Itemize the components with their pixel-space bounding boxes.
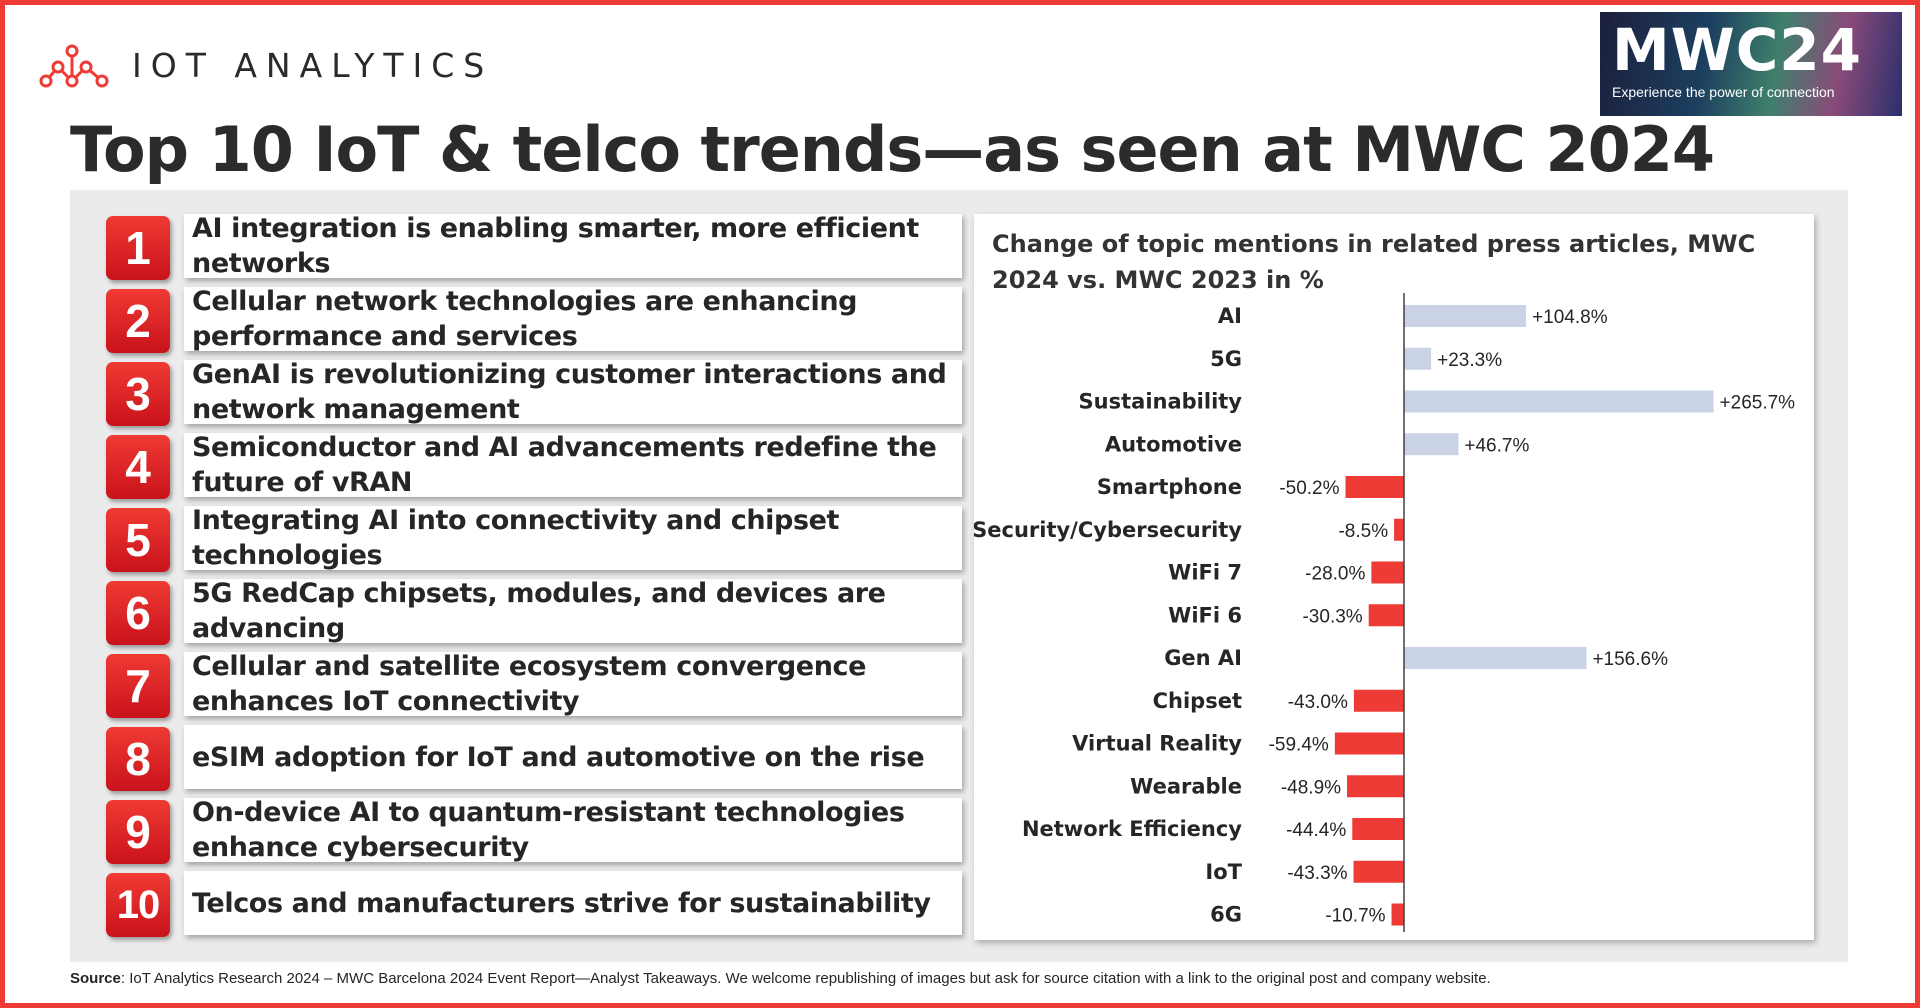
- category-label: 6G: [1210, 903, 1242, 927]
- category-label: Security/Cybersecurity: [974, 518, 1242, 542]
- bar: [1404, 647, 1587, 669]
- trend-text: Semiconductor and AI advancements redefi…: [192, 432, 937, 498]
- value-label: -30.3%: [1302, 606, 1362, 627]
- value-label: -43.0%: [1288, 692, 1348, 713]
- trend-card: Integrating AI into connectivity and chi…: [184, 505, 962, 571]
- mwc24-badge: MWC24 Experience the power of connection: [1600, 12, 1902, 116]
- trend-number-badge: 2: [106, 289, 170, 353]
- trend-item: 8 eSIM adoption for IoT and automotive o…: [104, 725, 962, 793]
- value-label: +156.6%: [1592, 649, 1668, 670]
- trend-item: 4 Semiconductor and AI advancements rede…: [104, 432, 962, 501]
- category-label: 5G: [1210, 347, 1242, 371]
- value-label: -50.2%: [1279, 478, 1339, 499]
- value-label: -28.0%: [1305, 564, 1365, 585]
- value-label: +104.8%: [1532, 307, 1608, 328]
- bar: [1334, 732, 1404, 755]
- bar: [1353, 689, 1404, 712]
- bar: [1368, 604, 1404, 627]
- mwc24-title: MWC24: [1612, 16, 1862, 84]
- trend-number-badge: 10: [106, 873, 170, 937]
- category-label: Gen AI: [1164, 646, 1242, 670]
- value-label: -59.4%: [1269, 735, 1329, 756]
- category-label: Network Efficiency: [1022, 817, 1242, 841]
- trend-card: On-device AI to quantum-resistant techno…: [184, 797, 962, 863]
- trend-item: 10 Telcos and manufacturers strive for s…: [104, 871, 962, 939]
- bar: [1394, 518, 1404, 541]
- bar: [1404, 433, 1459, 456]
- mwc24-tagline: Experience the power of connection: [1612, 84, 1835, 100]
- value-label: -8.5%: [1338, 521, 1388, 542]
- bar: [1352, 818, 1404, 840]
- trend-text: Cellular and satellite ecosystem converg…: [192, 651, 867, 717]
- category-label: Automotive: [1105, 432, 1242, 456]
- bar: [1353, 860, 1404, 883]
- value-label: +46.7%: [1464, 435, 1529, 456]
- trend-text: 5G RedCap chipsets, modules, and devices…: [192, 578, 886, 644]
- iot-analytics-logo: IOT ANALYTICS: [36, 40, 493, 90]
- trend-card: AI integration is enabling smarter, more…: [184, 213, 962, 279]
- value-label: -10.7%: [1325, 906, 1385, 927]
- page-title: Top 10 IoT & telco trends—as seen at MWC…: [70, 113, 1715, 186]
- trend-item: 5 Integrating AI into connectivity and c…: [104, 505, 962, 574]
- category-label: Virtual Reality: [1072, 732, 1242, 756]
- bar: [1371, 561, 1404, 584]
- trend-card: Telcos and manufacturers strive for sust…: [184, 871, 962, 935]
- trend-card: Semiconductor and AI advancements redefi…: [184, 432, 962, 498]
- trend-item: 2 Cellular network technologies are enha…: [104, 286, 962, 355]
- value-label: -43.3%: [1287, 863, 1347, 884]
- bar: [1404, 347, 1432, 370]
- bar: [1391, 903, 1404, 926]
- trend-number-badge: 8: [106, 727, 170, 791]
- trend-item: 3 GenAI is revolutionizing customer inte…: [104, 359, 962, 428]
- trend-text: Cellular network technologies are enhanc…: [192, 286, 858, 352]
- category-label: Smartphone: [1097, 475, 1242, 499]
- trend-number-badge: 6: [106, 581, 170, 645]
- value-label: -48.9%: [1281, 777, 1341, 798]
- trend-text: eSIM adoption for IoT and automotive on …: [192, 741, 925, 773]
- brand-name: IOT ANALYTICS: [132, 45, 494, 85]
- trend-card: Cellular and satellite ecosystem converg…: [184, 651, 962, 717]
- trend-number-badge: 4: [106, 435, 170, 499]
- source-text: : IoT Analytics Research 2024 – MWC Barc…: [120, 970, 1491, 987]
- category-label: IoT: [1205, 860, 1242, 884]
- trend-number-badge: 9: [106, 800, 170, 864]
- chart-title: Change of topic mentions in related pres…: [992, 230, 1756, 294]
- trend-number-badge: 5: [106, 508, 170, 572]
- trend-number-badge: 1: [106, 216, 170, 280]
- bar: [1347, 775, 1404, 798]
- value-label: +23.3%: [1437, 350, 1502, 371]
- category-label: WiFi 6: [1168, 603, 1242, 627]
- trend-item: 1 AI integration is enabling smarter, mo…: [104, 213, 962, 282]
- trend-item: 9 On-device AI to quantum-resistant tech…: [104, 797, 962, 866]
- trend-text: AI integration is enabling smarter, more…: [192, 213, 919, 279]
- trend-text: On-device AI to quantum-resistant techno…: [192, 797, 905, 863]
- bar: [1404, 305, 1527, 327]
- trend-number-badge: 3: [106, 362, 170, 426]
- trend-item: 7 Cellular and satellite ecosystem conve…: [104, 651, 962, 720]
- value-label: +265.7%: [1720, 393, 1796, 414]
- bar: [1345, 476, 1404, 498]
- trend-text: Telcos and manufacturers strive for sust…: [192, 887, 931, 919]
- trend-text: Integrating AI into connectivity and chi…: [192, 505, 840, 571]
- trend-card: eSIM adoption for IoT and automotive on …: [184, 725, 962, 789]
- category-label: AI: [1218, 304, 1242, 328]
- trend-card: Cellular network technologies are enhanc…: [184, 286, 962, 352]
- bar: [1404, 390, 1714, 413]
- network-nodes-icon: [39, 44, 109, 88]
- trend-card: 5G RedCap chipsets, modules, and devices…: [184, 578, 962, 644]
- category-label: Wearable: [1130, 774, 1242, 798]
- category-label: Sustainability: [1079, 390, 1243, 414]
- trend-card: GenAI is revolutionizing customer intera…: [184, 359, 962, 425]
- source-label: Source: [70, 970, 121, 987]
- category-label: WiFi 7: [1168, 561, 1242, 585]
- category-label: Chipset: [1153, 689, 1242, 713]
- trend-text: GenAI is revolutionizing customer intera…: [192, 359, 947, 425]
- trend-item: 6 5G RedCap chipsets, modules, and devic…: [104, 578, 962, 647]
- trend-number-badge: 7: [106, 654, 170, 718]
- chart-card: Change of topic mentions in related pres…: [974, 214, 1814, 940]
- source-note: Source: IoT Analytics Research 2024 – MW…: [70, 970, 1870, 987]
- value-label: -44.4%: [1286, 820, 1346, 841]
- bar-chart: AI +104.8% 5G +23.3% Sustainability +265.7% Au…: [974, 293, 1796, 932]
